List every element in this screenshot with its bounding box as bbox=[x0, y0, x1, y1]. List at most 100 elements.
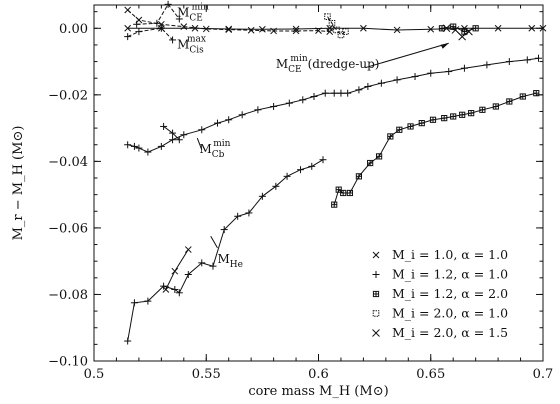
data-point bbox=[297, 166, 305, 174]
y-tick-label: 0.00 bbox=[59, 22, 88, 37]
data-point bbox=[144, 148, 152, 156]
data-point bbox=[272, 182, 280, 190]
data-point bbox=[364, 83, 372, 91]
data-point bbox=[492, 103, 499, 110]
data-point bbox=[355, 86, 363, 94]
data-point bbox=[130, 142, 138, 150]
series-layer bbox=[124, 0, 547, 345]
data-point bbox=[133, 20, 141, 28]
data-point bbox=[460, 64, 468, 72]
legend-marker bbox=[372, 329, 380, 337]
data-point bbox=[393, 76, 401, 84]
annotation: MCEmin bbox=[177, 3, 209, 24]
data-point bbox=[184, 246, 192, 253]
series-2 bbox=[124, 156, 327, 345]
annotation-arrow-line bbox=[365, 42, 449, 69]
legend-label: M_i = 2.0, α = 1.5 bbox=[392, 325, 508, 340]
data-point bbox=[333, 26, 340, 34]
data-point bbox=[445, 68, 453, 76]
series-6 bbox=[124, 6, 334, 35]
data-point bbox=[376, 153, 383, 160]
data-point bbox=[153, 19, 161, 27]
data-point bbox=[180, 131, 188, 139]
annotation-layer: MCEmin MCismax MCEmin(dredge-up) MCbmin MHe bbox=[177, 3, 449, 270]
x-tick-label: 0.5 bbox=[84, 367, 105, 382]
data-point bbox=[483, 61, 491, 69]
data-point bbox=[523, 56, 531, 64]
data-point bbox=[360, 24, 367, 32]
data-point bbox=[209, 262, 217, 270]
data-point bbox=[184, 270, 192, 278]
series-0 bbox=[124, 54, 543, 156]
data-point bbox=[319, 156, 327, 164]
annotation: MCismax bbox=[177, 34, 206, 55]
data-point bbox=[160, 282, 168, 290]
data-point bbox=[234, 212, 242, 220]
data-point bbox=[342, 28, 349, 35]
x-tick-label: 0.7 bbox=[533, 367, 554, 382]
data-point bbox=[270, 102, 278, 110]
series-7 bbox=[133, 0, 183, 28]
data-point bbox=[441, 115, 448, 122]
series-9 bbox=[324, 13, 349, 39]
data-point bbox=[213, 119, 221, 127]
data-point bbox=[519, 93, 526, 100]
series-line bbox=[333, 92, 537, 205]
data-point bbox=[429, 116, 437, 123]
legend-label: M_i = 2.0, α = 1.0 bbox=[392, 306, 508, 321]
data-point bbox=[468, 110, 475, 117]
data-point bbox=[247, 26, 255, 34]
data-point bbox=[418, 120, 425, 127]
series-4 bbox=[331, 90, 540, 208]
data-point bbox=[124, 24, 132, 32]
data-point bbox=[144, 297, 152, 305]
data-point bbox=[387, 133, 394, 140]
data-point bbox=[124, 33, 132, 41]
legend-label: M_i = 1.0, α = 1.0 bbox=[392, 247, 508, 262]
data-point bbox=[130, 299, 138, 307]
data-point bbox=[124, 6, 132, 14]
series-line bbox=[127, 57, 539, 153]
data-point bbox=[407, 123, 414, 130]
data-point bbox=[169, 129, 177, 137]
legend: M_i = 1.0, α = 1.0 M_i = 1.2, α = 1.0 M_i … bbox=[372, 247, 508, 340]
data-point bbox=[292, 27, 300, 35]
data-point bbox=[135, 144, 143, 152]
data-point bbox=[355, 173, 363, 180]
series-11 bbox=[442, 24, 473, 41]
data-point bbox=[396, 126, 403, 133]
legend-item: M_i = 1.2, α = 2.0 bbox=[372, 286, 508, 301]
legend-item: M_i = 1.2, α = 1.0 bbox=[372, 267, 508, 282]
axes-layer: 0.5 0.55 0.6 0.65 0.7 0.00 −0.02 −0.04 −0.06 −0.0… bbox=[11, 4, 554, 399]
data-point bbox=[157, 24, 165, 32]
data-point bbox=[124, 141, 132, 149]
data-point bbox=[202, 25, 210, 33]
series-8 bbox=[124, 24, 177, 44]
data-point bbox=[505, 58, 513, 66]
series-line bbox=[127, 27, 173, 41]
data-point bbox=[427, 69, 435, 77]
data-point bbox=[344, 89, 352, 97]
data-point bbox=[180, 23, 188, 30]
data-point bbox=[135, 28, 143, 36]
legend-marker bbox=[372, 271, 380, 278]
data-point bbox=[299, 96, 307, 104]
data-point bbox=[346, 189, 354, 197]
data-point bbox=[337, 89, 345, 97]
y-tick-label: −0.10 bbox=[48, 355, 88, 370]
series-line bbox=[127, 159, 324, 342]
data-point bbox=[198, 126, 206, 134]
data-point bbox=[259, 25, 266, 33]
data-point bbox=[310, 92, 318, 100]
data-point bbox=[308, 162, 316, 170]
data-point bbox=[494, 24, 502, 32]
legend-label: M_i = 1.2, α = 1.0 bbox=[392, 267, 508, 282]
data-point bbox=[535, 54, 543, 62]
data-point bbox=[245, 209, 253, 217]
data-point bbox=[164, 0, 172, 8]
data-point bbox=[438, 25, 446, 32]
data-point bbox=[411, 73, 419, 81]
data-point bbox=[169, 36, 177, 44]
data-point bbox=[175, 136, 183, 144]
